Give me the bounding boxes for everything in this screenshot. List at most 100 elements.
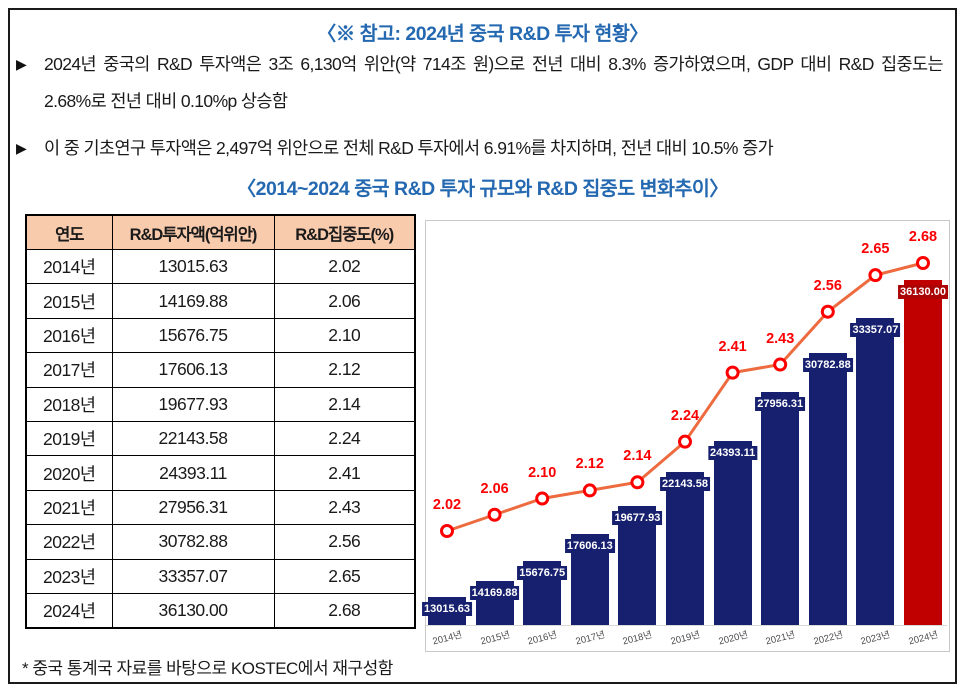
table-row: 2015년 14169.88 2.06: [25, 283, 416, 319]
line-marker: [678, 434, 692, 449]
table-cell: 2014년: [25, 248, 113, 285]
chart-bar-2021년: [761, 392, 800, 625]
line-value-label: 2.12: [575, 456, 604, 473]
table-row: 2016년 15676.75 2.10: [25, 317, 416, 354]
chart-bar-2019년: [666, 472, 704, 625]
table-row: 2020년 24393.11 2.41: [25, 455, 416, 491]
bullet-text: 2024년 중국의 R&D 투자액은 3조 6,130억 위안(약 714조 원…: [44, 54, 944, 111]
chart-bar-2023년: [856, 318, 895, 625]
line-value-label: 2.68: [908, 229, 938, 245]
bullet-text: 이 중 기초연구 투자액은 2,497억 위안으로 전체 R&D 투자에서 6.…: [44, 138, 774, 158]
line-marker: [630, 475, 645, 490]
line-value-label: 2.41: [718, 338, 747, 355]
page-title: 〈※ 참고: 2024년 중국 R&D 투자 현황〉: [316, 23, 649, 45]
table-header-year: 연도: [25, 214, 113, 250]
table-cell: 2.41: [273, 455, 416, 491]
section-subtitle: 〈2014~2024 중국 R&D 투자 규모와 R&D 집중도 변화추이〉: [236, 178, 729, 200]
chart-canvas: 13015.63 2014년 2.02 14169.88 2015년 2.06 15676.…: [422, 221, 948, 649]
chart-baseline: [426, 625, 947, 626]
table-cell: 2.12: [273, 352, 416, 388]
table-cell: 2018년: [25, 386, 113, 422]
chart-area: 13015.63 2014년 2.02 14169.88 2015년 2.06 15676.…: [422, 220, 950, 652]
table-row: 2017년 17606.13 2.12: [25, 352, 416, 388]
line-marker: [868, 268, 883, 283]
table-cell: 17606.13: [111, 352, 275, 388]
x-axis-label: 2018년: [621, 629, 654, 648]
bullet-marker-icon: ▶: [16, 140, 27, 156]
table-cell: 2.65: [273, 558, 416, 594]
chart-bar-2022년: [808, 353, 847, 625]
x-axis-label: 2024년: [907, 629, 940, 648]
table-row: 2021년 27956.31 2.43: [25, 489, 416, 526]
table-cell: 2023년: [25, 558, 113, 594]
bar-value-label: 13015.63: [422, 602, 472, 617]
bullet-item: ▶ 이 중 기초연구 투자액은 2,497억 위안으로 전체 R&D 투자에서 …: [16, 130, 943, 167]
bullet-marker-icon: ▶: [16, 56, 27, 72]
bar-value-label: 15676.75: [517, 565, 568, 580]
table-row: 2014년 13015.63 2.02: [25, 248, 416, 285]
x-axis-label: 2016년: [526, 629, 559, 648]
line-value-label: 2.06: [480, 480, 509, 497]
table-header-row: 연도 R&D투자액(억위안) R&D집중도(%): [25, 214, 416, 250]
x-axis-label: 2021년: [764, 629, 797, 648]
line-value-label: 2.43: [766, 330, 795, 347]
table-cell: 2.10: [273, 317, 416, 354]
line-marker: [440, 524, 454, 538]
x-axis-label: 2017년: [574, 629, 606, 648]
table-row: 2024년 36130.00 2.68: [25, 592, 416, 629]
summary-bullets: ▶ 2024년 중국의 R&D 투자액은 3조 6,130억 위안(약 714조…: [16, 46, 944, 167]
table-row: 2018년 19677.93 2.14: [25, 386, 416, 422]
x-axis-label: 2023년: [859, 629, 892, 648]
line-marker: [582, 483, 597, 498]
line-value-label: 2.56: [813, 277, 842, 294]
chart-bar-2024년: [904, 280, 942, 625]
x-axis-label: 2020년: [717, 629, 749, 648]
bar-value-label: 36130.00: [898, 285, 948, 299]
line-value-label: 2.02: [432, 497, 462, 513]
line-value-label: 2.24: [670, 407, 700, 424]
chart-bar-2020년: [713, 441, 752, 625]
table-cell: 2.02: [273, 248, 416, 285]
table-cell: 2022년: [25, 524, 113, 560]
x-axis-label: 2014년: [431, 629, 464, 648]
table-cell: 2016년: [25, 317, 113, 354]
line-value-label: 2.14: [623, 448, 652, 465]
table-cell: 2.24: [273, 420, 416, 457]
table-cell: 2020년: [25, 455, 113, 491]
table-cell: 36130.00: [111, 592, 275, 629]
table-cell: 19677.93: [111, 386, 275, 422]
line-value-label: 2.10: [528, 464, 557, 481]
table-cell: 27956.31: [111, 489, 275, 526]
footnote: * 중국 통계국 자료를 바탕으로 KOSTEC에서 재구성함: [22, 659, 393, 678]
bar-value-label: 24393.11: [707, 446, 758, 461]
table-cell: 14169.88: [111, 283, 275, 319]
table-row: 2019년 22143.58 2.24: [25, 420, 416, 457]
table-cell: 2.43: [273, 489, 416, 526]
table-cell: 2021년: [25, 489, 113, 526]
line-marker: [916, 256, 930, 270]
table-cell: 2.56: [273, 524, 416, 560]
table-cell: 2024년: [25, 592, 113, 629]
table-cell: 2019년: [25, 420, 113, 457]
table-cell: 2.68: [273, 592, 416, 629]
line-marker: [725, 365, 740, 380]
bar-value-label: 14169.88: [469, 586, 520, 601]
rd-data-table: 연도 R&D투자액(억위안) R&D집중도(%) 2014년 13015.63 2.…: [25, 214, 416, 630]
x-axis-label: 2022년: [812, 629, 844, 648]
table-cell: 2015년: [25, 283, 113, 319]
line-marker: [487, 507, 502, 522]
table-cell: 2.06: [273, 283, 416, 319]
table-cell: 2.14: [273, 386, 416, 422]
bar-value-label: 19677.93: [612, 510, 663, 525]
line-marker: [773, 357, 788, 372]
table-cell: 15676.75: [111, 317, 275, 354]
table-cell: 33357.07: [111, 558, 275, 594]
table-cell: 24393.11: [111, 455, 275, 491]
line-marker: [535, 491, 550, 506]
table-header-investment: R&D투자액(억위안): [111, 214, 275, 250]
table-cell: 30782.88: [111, 524, 275, 560]
bar-value-label: 17606.13: [564, 539, 615, 554]
line-value-label: 2.65: [861, 241, 890, 258]
table-cell: 2017년: [25, 352, 113, 388]
table-header-concentration: R&D집중도(%): [273, 214, 416, 250]
